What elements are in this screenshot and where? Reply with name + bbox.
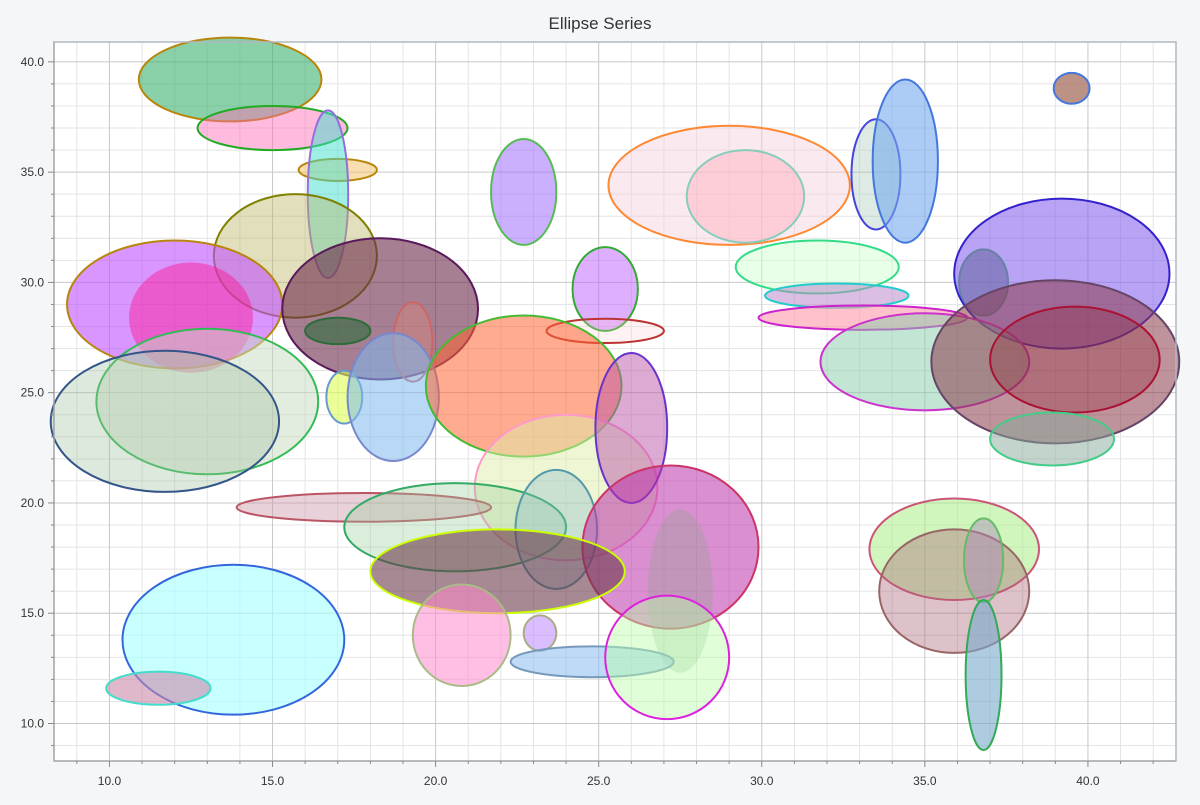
x-tick-label: 25.0 xyxy=(587,774,611,788)
ellipse-30 xyxy=(522,614,558,652)
ellipse-series xyxy=(49,36,1181,751)
y-tick-label: 25.0 xyxy=(21,386,45,400)
ellipse-1 xyxy=(137,36,323,123)
y-tick-label: 15.0 xyxy=(21,606,45,620)
ellipse-15 xyxy=(490,138,558,246)
ellipse-36 xyxy=(764,282,910,309)
y-tick-label: 30.0 xyxy=(21,275,45,289)
x-tick-label: 35.0 xyxy=(913,774,937,788)
ellipse-46 xyxy=(989,411,1116,467)
ellipse-50 xyxy=(964,598,1003,751)
x-axis: 10.0 15.0 20.0 25.0 30.0 35.0 40.0 xyxy=(54,760,1176,788)
ellipse-14 xyxy=(346,332,440,463)
ellipse-45 xyxy=(989,305,1161,414)
ellipse-26 xyxy=(647,509,713,673)
ellipse-32 xyxy=(604,594,731,721)
ellipse-47 xyxy=(868,497,1041,601)
y-tick-label: 35.0 xyxy=(21,165,45,179)
ellipse-31 xyxy=(509,645,675,679)
y-tick-label: 20.0 xyxy=(21,496,45,510)
ellipse-2 xyxy=(196,104,349,152)
ellipse-21 xyxy=(235,492,493,523)
ellipse-49 xyxy=(962,517,1005,604)
ellipse-48 xyxy=(878,528,1031,654)
ellipse-34 xyxy=(685,149,806,244)
ellipse-28 xyxy=(105,670,212,706)
ellipse-9 xyxy=(304,316,372,346)
y-axis: 10.0 15.0 20.0 25.0 30.0 35.0 40.0 xyxy=(21,42,55,761)
ellipse-11 xyxy=(95,327,320,476)
chart-title: Ellipse Series xyxy=(549,14,652,33)
x-tick-label: 30.0 xyxy=(750,774,774,788)
x-tick-label: 10.0 xyxy=(98,774,122,788)
y-tick-label: 10.0 xyxy=(21,717,45,731)
y-tick-label: 40.0 xyxy=(21,55,45,69)
x-tick-label: 40.0 xyxy=(1076,774,1100,788)
x-tick-label: 15.0 xyxy=(261,774,285,788)
ellipse-12 xyxy=(49,349,281,493)
ellipse-16 xyxy=(571,246,639,332)
ellipse-41 xyxy=(1052,71,1091,105)
ellipse-39 xyxy=(871,78,939,244)
ellipse-29 xyxy=(411,583,512,688)
x-tick-label: 20.0 xyxy=(424,774,448,788)
